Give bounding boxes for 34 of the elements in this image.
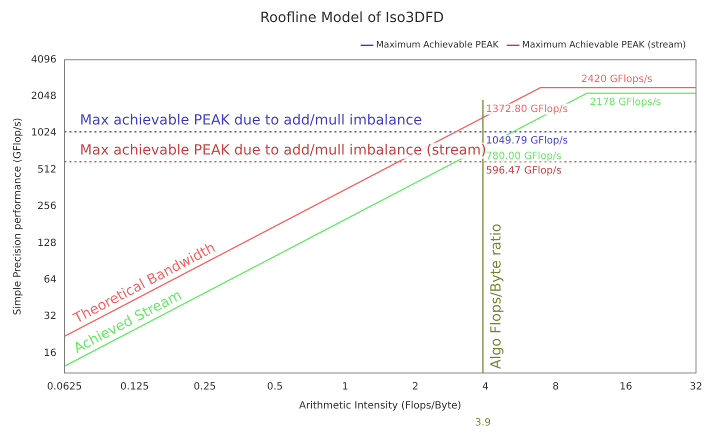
x-tick-label: 0.25 [194, 382, 216, 393]
annotation: 1372.80 GFlop/s [486, 104, 568, 116]
annotation: 1049.79 GFlop/s [486, 135, 568, 146]
y-tick-label: 256 [37, 201, 56, 212]
annotation: Max achievable PEAK due to add/mull imbalance [80, 112, 422, 128]
y-tick-label: 128 [37, 238, 56, 249]
legend-label: Maximum Achievable PEAK [376, 40, 500, 51]
x-tick-label: 1 [342, 382, 348, 393]
annotation: Max achievable PEAK due to add/mull imbalance (stream) [80, 142, 486, 158]
text: 3.9 [474, 418, 491, 429]
chart-title: Roofline Model of Iso3DFD [260, 10, 444, 26]
annotation: 2178 GFlops/s [590, 96, 662, 108]
ref-line-label: Algo Flops/Byte ratio [488, 224, 505, 369]
y-tick-label: 16 [44, 348, 56, 359]
legend-label: Maximum Achievable PEAK (stream) [522, 40, 686, 51]
x-tick-label: 0.5 [267, 382, 283, 393]
y-tick-label: 4096 [30, 54, 56, 66]
x-axis-title: Arithmetic Intensity (Flops/Byte) [299, 400, 462, 412]
x-tick-label: 0.125 [120, 382, 149, 393]
annotation: 780.00 GFlop/s [486, 151, 562, 162]
x-tick-label: 2 [412, 382, 418, 393]
y-axis-title: Simple Precision performance (GFlop/s) [12, 118, 24, 316]
y-tick-label: 64 [44, 274, 56, 286]
y-tick-label: 32 [44, 311, 56, 322]
x-tick-label: 32 [690, 382, 702, 393]
annotation: 596.47 GFlop/s [486, 165, 562, 176]
y-tick-label: 512 [37, 164, 56, 176]
annotation: 2420 GFlops/s [581, 74, 652, 86]
y-tick-label: 1024 [30, 128, 56, 139]
x-tick-label: 16 [619, 382, 632, 393]
x-tick-label: 8 [552, 382, 559, 393]
x-tick-label: 0.0625 [46, 382, 82, 393]
y-tick-label: 2048 [30, 91, 56, 102]
x-tick-label: 4 [482, 382, 489, 393]
